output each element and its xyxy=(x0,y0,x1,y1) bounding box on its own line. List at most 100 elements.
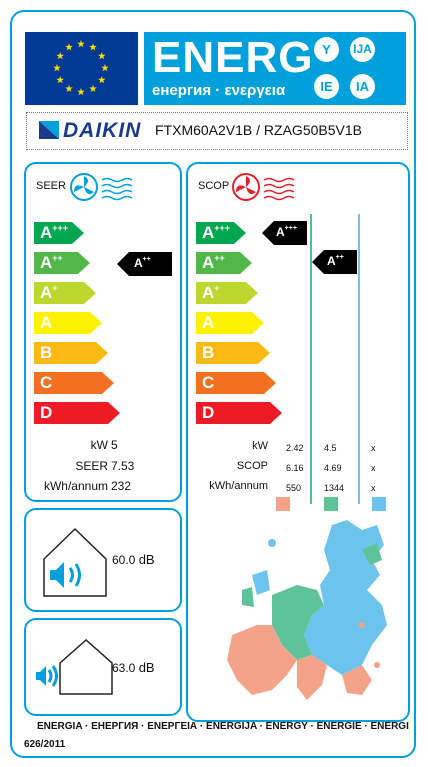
class-letter: C xyxy=(202,373,215,392)
eu-star-icon xyxy=(98,76,106,84)
energy-header: ENERG енергия · ενεργεια Y IJA IE IA xyxy=(144,32,406,105)
cooling-class-bar-label: A+++ xyxy=(40,223,68,243)
heating-fan-icon xyxy=(232,173,295,201)
heating-label: SCOP xyxy=(198,180,230,192)
outdoor-noise-house-icon xyxy=(36,638,113,695)
model-number: FTXM60A2V1B / RZAG50B5V1B xyxy=(155,122,362,138)
class-sup: ++ xyxy=(214,253,225,263)
indoor-noise-value: 60.0 dB xyxy=(112,552,155,567)
class-letter: C xyxy=(40,373,53,392)
cooling-kwh-value: 232 xyxy=(111,479,132,493)
eu-star-icon xyxy=(98,52,106,60)
cooling-class-bar-label: D xyxy=(40,403,52,423)
outdoor-noise-unit: dB xyxy=(138,660,155,675)
daikin-logo-icon xyxy=(39,121,59,139)
heating-kwh-average: 1344 xyxy=(324,483,345,493)
outdoor-noise-panel: 63.0 dB xyxy=(24,618,182,716)
heating-kw-cold: x xyxy=(371,443,376,453)
class-sup: + xyxy=(52,283,58,293)
cooling-class-bar-label: A++ xyxy=(40,253,63,273)
europe-climate-map xyxy=(227,520,387,700)
eu-star-icon xyxy=(65,84,73,92)
cooling-class-bar-6: D xyxy=(34,402,120,424)
class-letter: D xyxy=(40,403,53,422)
class-sup: + xyxy=(214,283,220,293)
heating-average-class-letter: A xyxy=(327,254,336,268)
heating-class-bar-4: B xyxy=(196,342,270,364)
heating-scop-warm: 6.16 xyxy=(286,463,304,473)
heating-kw-average: 4.5 xyxy=(324,443,337,453)
eu-star-icon xyxy=(89,84,97,92)
cooling-class-bar-label: B xyxy=(40,343,52,363)
zone-swatch-average xyxy=(324,497,338,511)
heating-warm-class-sup: +++ xyxy=(284,225,297,232)
class-letter: B xyxy=(202,343,215,362)
class-letter: A xyxy=(202,223,215,242)
eu-star-icon xyxy=(56,76,64,84)
eu-star-icon xyxy=(89,43,97,51)
heating-warm-class-letter: A xyxy=(276,225,285,239)
class-sup: +++ xyxy=(52,223,69,233)
indoor-noise-panel: 60.0 dB xyxy=(24,508,182,612)
heating-kwh-warm: 550 xyxy=(286,483,302,493)
heating-class-bar-label: A xyxy=(202,313,214,333)
cooling-class-sup: ++ xyxy=(142,256,151,263)
class-sup: +++ xyxy=(214,223,231,233)
heating-kwh-cold: x xyxy=(371,483,376,493)
heating-class-bar-label: C xyxy=(202,373,214,393)
eu-star-icon xyxy=(77,40,85,48)
eu-star-icon xyxy=(65,43,73,51)
header-title: ENERG xyxy=(152,33,314,82)
heating-class-bar-3: A xyxy=(196,312,264,334)
cooling-class-bar-label: A xyxy=(40,313,52,333)
class-letter: A xyxy=(40,283,53,302)
heating-average-class-indicator: A++ xyxy=(312,250,357,274)
class-sup: ++ xyxy=(52,253,63,263)
lang-code-ie: IE xyxy=(314,74,339,99)
cooling-kw-label: kW xyxy=(90,438,108,452)
lang-code-ia: IA xyxy=(350,74,375,99)
header-subtitle: енергия · ενεργεια xyxy=(152,82,286,99)
heating-scop-cold: x xyxy=(371,463,376,473)
class-letter: A xyxy=(40,253,53,272)
indoor-noise-number: 60.0 xyxy=(112,553,136,567)
heating-class-bar-0: A+++ xyxy=(196,222,246,244)
eu-star-icon xyxy=(53,64,61,72)
label-frame xyxy=(10,10,416,758)
heating-class-bar-1: A++ xyxy=(196,252,252,274)
cooling-fan-icon xyxy=(70,173,133,201)
outdoor-noise-value: 63.0 dB xyxy=(112,660,155,675)
zone-swatch-warm xyxy=(276,497,290,511)
indoor-noise-house-icon xyxy=(43,527,107,597)
indoor-noise-unit: dB xyxy=(138,552,155,567)
brand-name: DAIKIN xyxy=(63,119,142,142)
cooling-class-bar-2: A+ xyxy=(34,282,96,304)
outdoor-noise-number: 63.0 xyxy=(112,661,136,675)
cooling-seer-label: SEER xyxy=(75,459,108,473)
heating-kw-warm: 2.42 xyxy=(286,443,304,453)
cooling-seer-value: 7.53 xyxy=(111,459,135,473)
eu-star-icon xyxy=(77,88,85,96)
cooling-class-bar-4: B xyxy=(34,342,108,364)
heating-average-class-sup: ++ xyxy=(335,254,344,261)
heating-kwh-label: kWh/annum xyxy=(209,480,268,492)
zone-divider-cold xyxy=(358,214,360,504)
heating-class-bar-6: D xyxy=(196,402,282,424)
heating-class-bar-label: A+++ xyxy=(202,223,230,243)
class-letter: A xyxy=(202,283,215,302)
eu-star-icon xyxy=(56,52,64,60)
class-letter: A xyxy=(202,253,215,272)
class-letter: D xyxy=(202,403,215,422)
cooling-label: SEER xyxy=(36,180,66,192)
cooling-class-indicator: A++ xyxy=(117,252,172,276)
lang-code-y: Y xyxy=(314,37,339,62)
heating-warm-class-indicator: A+++ xyxy=(262,221,307,245)
heating-class-bar-label: A+ xyxy=(202,283,220,303)
footer-energy-words: ENERGIA · ЕНЕРГИЯ · ΕΝΕΡΓΕΙΑ · ENERGIJA … xyxy=(37,721,409,732)
cooling-class-bar-label: A+ xyxy=(40,283,58,303)
heating-scop-label: SCOP xyxy=(236,460,268,472)
class-letter: A xyxy=(40,223,53,242)
cooling-class-bar-0: A+++ xyxy=(34,222,84,244)
heating-class-bar-2: A+ xyxy=(196,282,258,304)
heating-panel: SCOP xyxy=(186,162,410,722)
